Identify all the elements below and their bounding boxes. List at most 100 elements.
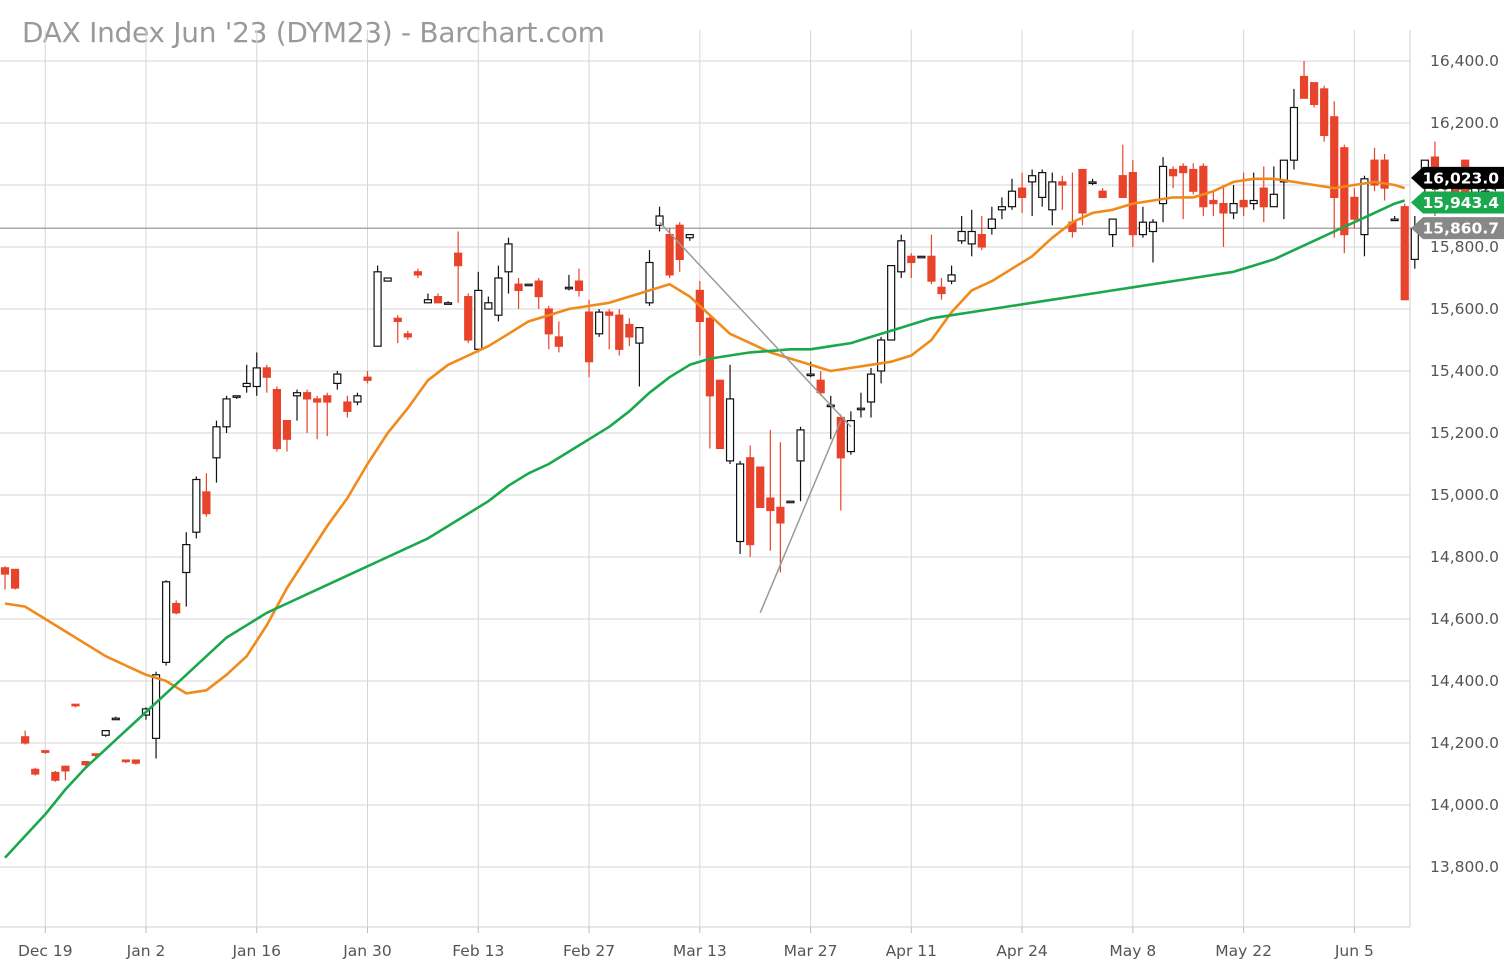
candle [947,274,956,282]
y-tick-label: 15,400.0 [1430,362,1499,380]
candle [252,367,261,388]
candle [756,466,765,509]
x-tick-label: Jan 16 [231,942,281,960]
candle [1189,168,1198,192]
candle [413,271,422,276]
candle [1219,203,1228,214]
candle [101,729,110,736]
candle [393,317,402,322]
y-tick-label: 16,200.0 [1430,114,1499,132]
candle [51,771,60,781]
price-tag-label: 16,023.0 [1423,169,1500,187]
trendline [659,221,852,428]
candle [846,420,855,453]
candle [514,283,523,292]
candle [897,240,906,273]
candle [917,255,926,259]
candle [887,265,896,341]
x-tick-label: Mar 13 [673,942,727,960]
y-tick-label: 15,200.0 [1430,424,1499,442]
candle [685,234,694,239]
candle [876,339,886,372]
candle [786,500,795,504]
moving-averages [4,177,1406,859]
candle [1169,168,1178,177]
x-tick-label: Apr 11 [886,942,937,960]
candle [504,243,513,273]
candle [1289,106,1299,161]
price-tag [1411,217,1504,240]
price-tag-label: 15,860.7 [1423,220,1500,238]
candle [21,736,30,744]
candle [1229,203,1238,214]
candle [1380,159,1389,189]
candle [121,759,130,763]
candle [1118,175,1127,198]
candle [1390,218,1399,222]
candle [454,252,463,267]
candle [1279,159,1288,183]
y-tick-label: 15,800.0 [1430,238,1499,256]
candle [1269,193,1278,208]
candle [736,463,745,543]
candle [1148,221,1158,233]
price-tags: 16,023.0 15,943.4 15,860.7 [1411,166,1504,240]
axes: 13,800.0 14,000.0 14,200.0 14,400.0 14,600.0… [0,30,1499,960]
candle [524,283,533,287]
candle [242,382,251,388]
candle [967,230,976,245]
candle [1340,147,1349,236]
candle [464,296,473,341]
candle [41,750,50,753]
candle [1007,190,1017,208]
candle [373,271,382,347]
candle [725,398,735,462]
candle [574,280,584,292]
candle [1108,218,1117,236]
y-tick-label: 14,600.0 [1430,610,1499,628]
candle [806,373,815,377]
candle [202,491,211,515]
candle [282,420,292,440]
candle [131,759,141,764]
candle [71,703,80,707]
candle [655,215,664,226]
candle [625,323,634,338]
candle [836,416,845,459]
y-tick-label: 14,000.0 [1430,796,1499,814]
x-tick-label: May 22 [1215,942,1272,960]
candle [715,379,725,450]
candle [997,206,1007,211]
candle [303,392,312,400]
candle [423,299,433,304]
candle [1078,168,1087,214]
y-tick-label: 14,800.0 [1430,548,1499,566]
candle [31,768,40,775]
candle [1017,187,1027,199]
candle [1249,199,1258,205]
trendline [759,420,842,614]
candle [443,302,453,305]
candle [927,255,936,282]
x-tick-label: Jan 2 [126,942,166,960]
y-tick-label: 13,800.0 [1430,858,1499,876]
candle [433,296,443,304]
candle [323,395,332,403]
candle [343,401,352,412]
x-tick-label: Mar 27 [784,942,838,960]
candle [987,218,996,230]
candle [1239,199,1248,208]
candle [766,497,775,512]
candle [796,429,805,462]
candle [1320,88,1329,137]
candle [665,234,674,276]
candle [10,568,20,589]
candle [494,277,503,316]
candle [977,234,986,248]
candle [635,327,644,344]
candle [1259,187,1268,208]
moving-average-line-1 [4,177,1406,695]
candle [111,717,120,721]
candle [232,395,241,398]
